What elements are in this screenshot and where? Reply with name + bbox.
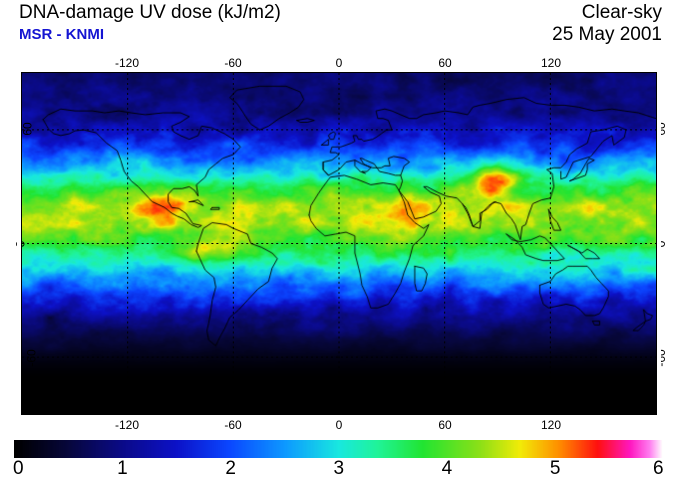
axis-tick-gap	[17, 227, 21, 260]
y-axis-left-label-0: 60	[20, 122, 35, 136]
colorbar-gradient	[14, 440, 663, 458]
map-plot-area	[21, 72, 657, 415]
axis-tick-gap	[657, 113, 661, 146]
axis-tick-gap	[270, 68, 302, 72]
axis-tick-gap	[17, 341, 21, 374]
axis-tick-gap	[482, 68, 514, 72]
x-axis-bottom-label-3: 60	[438, 418, 452, 432]
map-gridlines	[22, 73, 656, 414]
axis-tick-gap	[17, 113, 21, 146]
sky-condition-label: Clear-sky	[581, 2, 662, 23]
colorbar-tick-3: 3	[333, 458, 345, 479]
axis-tick-gap	[270, 415, 302, 419]
page-title: DNA-damage UV dose (kJ/m2)	[19, 2, 281, 23]
colorbar-tick-2: 2	[225, 458, 236, 479]
axis-tick-gap	[164, 68, 196, 72]
axis-tick-gap	[376, 68, 408, 72]
axis-tick-gap	[17, 284, 21, 317]
colorbar-tick-1: 1	[117, 458, 128, 479]
axis-tick-gap	[588, 68, 620, 72]
x-axis-bottom-label-2: 0	[335, 418, 343, 432]
x-axis-bottom-label-0: -120	[114, 418, 140, 432]
x-axis-bottom-label-4: 120	[540, 418, 562, 432]
axis-tick-gap	[164, 415, 196, 419]
x-axis-top-label-1: -60	[224, 56, 242, 70]
axis-tick-gap	[657, 227, 661, 260]
colorbar-tick-6: 6	[653, 458, 664, 479]
axis-tick-gap	[657, 284, 661, 317]
axis-tick-gap	[58, 68, 90, 72]
x-axis-top-label-0: -120	[114, 56, 140, 70]
axis-tick-gap	[588, 415, 620, 419]
axis-tick-gap	[657, 170, 661, 203]
x-axis-top-label-2: 0	[335, 56, 343, 70]
date-label: 25 May 2001	[552, 24, 662, 45]
colorbar-tick-0: 0	[13, 458, 24, 479]
x-axis-bottom-label-1: -60	[224, 418, 242, 432]
x-axis-top-label-3: 60	[438, 56, 452, 70]
axis-tick-gap	[376, 415, 408, 419]
axis-tick-gap	[17, 170, 21, 203]
colorbar	[14, 440, 663, 458]
data-source-label: MSR - KNMI	[19, 26, 104, 43]
x-axis-top-label-4: 120	[540, 56, 562, 70]
axis-tick-gap	[482, 415, 514, 419]
colorbar-tick-5: 5	[549, 458, 561, 479]
axis-tick-gap	[58, 415, 90, 419]
axis-tick-gap	[657, 341, 661, 374]
colorbar-tick-4: 4	[441, 458, 453, 479]
y-axis-left-label-2: -60	[24, 349, 39, 367]
